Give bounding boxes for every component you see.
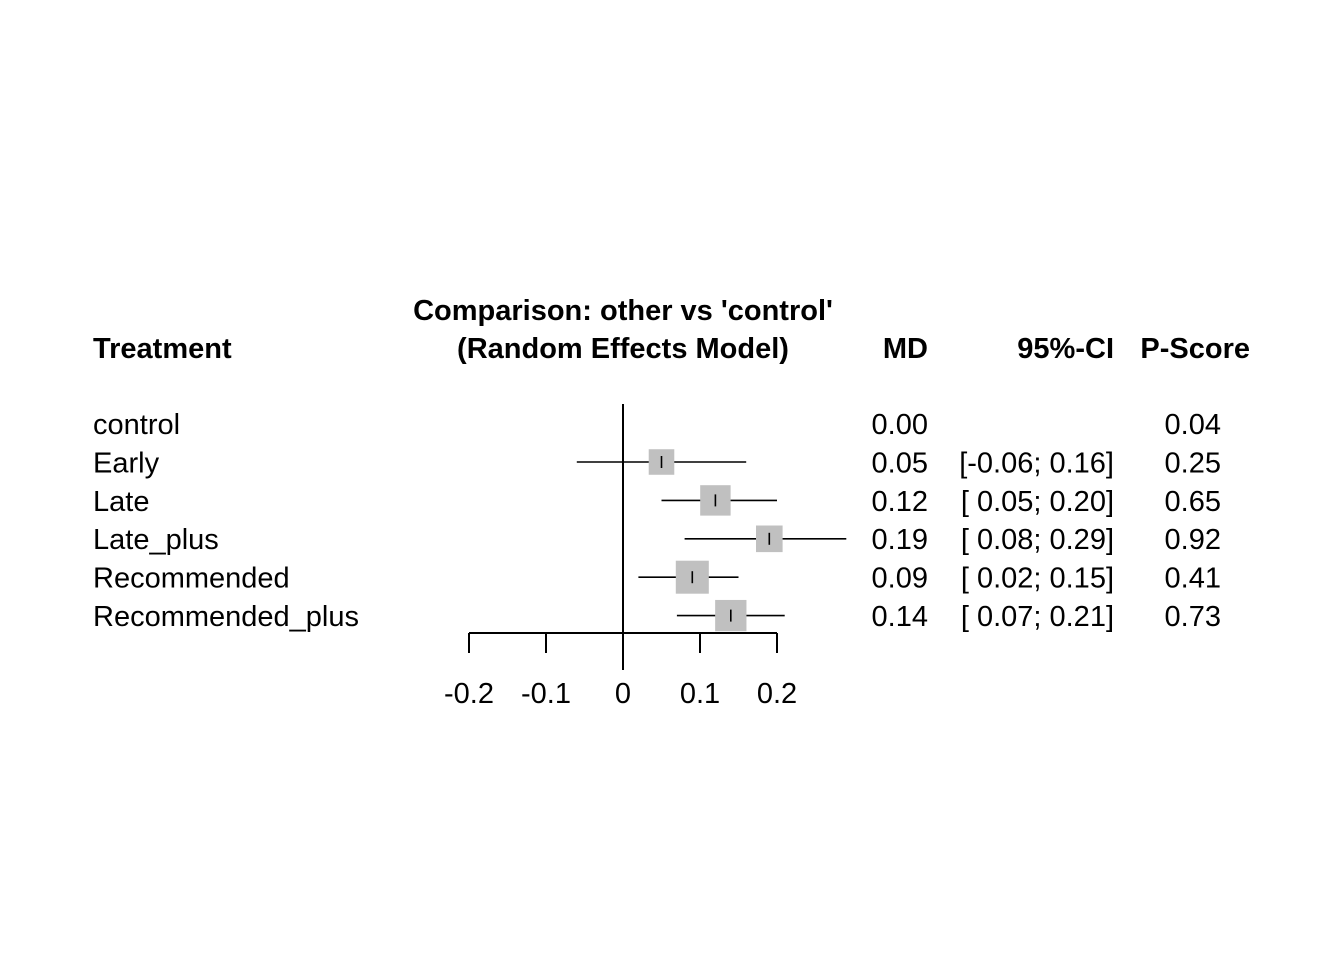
md-value: 0.12 bbox=[872, 486, 928, 518]
x-tick-label: -0.2 bbox=[444, 678, 494, 710]
column-header-md: MD bbox=[883, 333, 928, 365]
treatment-label: Late bbox=[93, 486, 149, 518]
column-header-pscore: P-Score bbox=[1140, 333, 1250, 365]
chart-title-line-2: (Random Effects Model) bbox=[457, 333, 789, 365]
ci-value: [-0.06; 0.16] bbox=[959, 447, 1114, 479]
treatment-label: Recommended bbox=[93, 563, 290, 595]
md-value: 0.14 bbox=[872, 601, 928, 633]
column-header-treatment: Treatment bbox=[93, 333, 232, 365]
x-tick-label: 0 bbox=[615, 678, 631, 710]
md-value: 0.05 bbox=[872, 447, 928, 479]
treatment-label: control bbox=[93, 409, 180, 441]
x-tick-label: 0.1 bbox=[680, 678, 720, 710]
pscore-value: 0.73 bbox=[1165, 601, 1221, 633]
pscore-value: 0.41 bbox=[1165, 563, 1221, 595]
md-value: 0.19 bbox=[872, 524, 928, 556]
x-tick-label: 0.2 bbox=[757, 678, 797, 710]
pscore-value: 0.04 bbox=[1165, 409, 1221, 441]
ci-value: [ 0.07; 0.21] bbox=[961, 601, 1114, 633]
md-value: 0.09 bbox=[872, 563, 928, 595]
treatment-label: Late_plus bbox=[93, 524, 219, 556]
md-value: 0.00 bbox=[872, 409, 928, 441]
pscore-value: 0.65 bbox=[1165, 486, 1221, 518]
treatment-label: Early bbox=[93, 447, 160, 479]
ci-value: [ 0.08; 0.29] bbox=[961, 524, 1114, 556]
rows-layer: control 0.00 0.04 Early 0.05 [-0.06; 0.16] 0.2… bbox=[93, 404, 1221, 670]
x-axis: -0.2 -0.1 0 0.1 0.2 bbox=[444, 632, 797, 710]
ci-value: [ 0.05; 0.20] bbox=[961, 486, 1114, 518]
ci-value: [ 0.02; 0.15] bbox=[961, 563, 1114, 595]
x-tick-label: -0.1 bbox=[521, 678, 571, 710]
pscore-value: 0.25 bbox=[1165, 447, 1221, 479]
column-header-ci: 95%-CI bbox=[1017, 333, 1114, 365]
chart-title-line-1: Comparison: other vs 'control' bbox=[413, 295, 833, 327]
pscore-value: 0.92 bbox=[1165, 524, 1221, 556]
treatment-label: Recommended_plus bbox=[93, 601, 359, 633]
